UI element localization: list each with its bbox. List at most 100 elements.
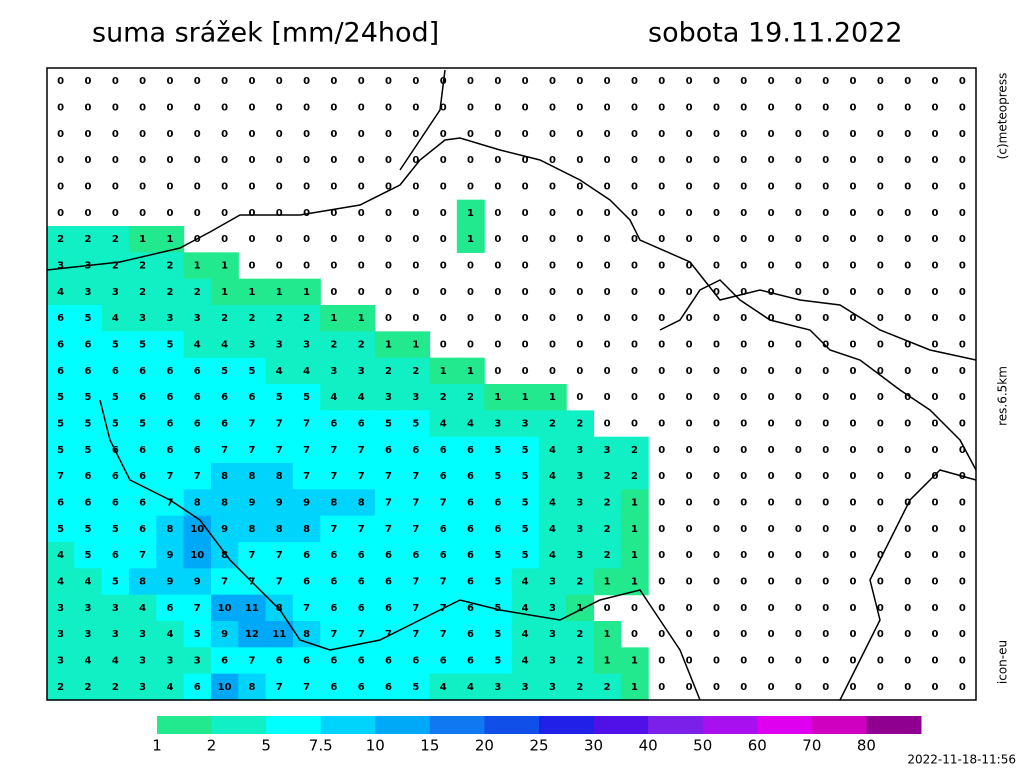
- precip-value: 0: [276, 76, 283, 87]
- precip-value: 0: [658, 445, 665, 456]
- precip-value: 0: [932, 234, 939, 245]
- precip-value: 0: [850, 340, 857, 351]
- date: sobota 19.11.2022: [648, 18, 903, 49]
- precip-value: 0: [959, 629, 966, 640]
- precip-cell: [347, 568, 376, 596]
- precip-value: 0: [904, 76, 911, 87]
- precip-value: 3: [139, 656, 146, 667]
- precip-value: 0: [877, 524, 884, 535]
- precip-value: 0: [576, 287, 583, 298]
- precip-value: 5: [85, 550, 92, 561]
- precip-value: 3: [494, 419, 501, 430]
- precip-value: 0: [768, 366, 775, 377]
- precip-value: 0: [822, 682, 829, 693]
- precip-cell: [292, 594, 321, 622]
- precip-value: 0: [604, 419, 611, 430]
- precip-value: 1: [412, 340, 419, 351]
- precip-value: 1: [549, 392, 556, 403]
- precip-cell: [47, 621, 75, 648]
- precip-value: 6: [440, 550, 447, 561]
- precip-value: 4: [303, 366, 310, 377]
- precip-cell: [374, 594, 403, 622]
- precip-value: 0: [822, 234, 829, 245]
- precip-value: 0: [740, 234, 747, 245]
- precip-value: 6: [330, 603, 337, 614]
- precip-value: 0: [166, 155, 173, 166]
- precip-value: 8: [248, 524, 255, 535]
- precip-value: 1: [358, 313, 365, 324]
- precip-value: 0: [877, 366, 884, 377]
- precip-value: 6: [57, 340, 64, 351]
- precip-value: 0: [494, 287, 501, 298]
- precip-value: 6: [385, 656, 392, 667]
- precip-value: 0: [631, 155, 638, 166]
- precip-value: 0: [549, 313, 556, 324]
- precip-value: 3: [194, 656, 201, 667]
- precip-value: 9: [166, 550, 173, 561]
- precip-value: 0: [686, 524, 693, 535]
- precip-cell: [210, 384, 239, 411]
- precip-value: 5: [494, 471, 501, 482]
- precip-value: 1: [522, 392, 529, 403]
- precip-value: 7: [330, 524, 337, 535]
- precip-cell: [47, 252, 75, 280]
- precip-value: 0: [850, 155, 857, 166]
- precip-value: 0: [658, 155, 665, 166]
- precip-value: 0: [494, 340, 501, 351]
- precip-cell: [593, 621, 622, 648]
- precip-cell: [101, 489, 130, 517]
- precip-cell: [47, 673, 75, 701]
- precip-cell: [484, 489, 513, 517]
- precip-value: 0: [467, 287, 474, 298]
- precip-value: 0: [904, 261, 911, 272]
- precip-value: 7: [358, 445, 365, 456]
- precip-cell: [47, 226, 75, 253]
- precip-value: 1: [221, 287, 228, 298]
- precip-value: 0: [713, 550, 720, 561]
- precip-value: 5: [57, 419, 64, 430]
- precip-value: 0: [686, 340, 693, 351]
- precip-value: 0: [768, 524, 775, 535]
- precip-value: 0: [658, 129, 665, 140]
- precip-cell: [183, 568, 212, 596]
- precip-value: 4: [467, 682, 474, 693]
- precip-value: 2: [194, 287, 201, 298]
- precip-value: 5: [522, 550, 529, 561]
- precip-value: 0: [850, 366, 857, 377]
- precip-value: 0: [822, 129, 829, 140]
- precip-value: 6: [139, 498, 146, 509]
- precip-cell: [210, 673, 239, 701]
- precip-value: 8: [358, 498, 365, 509]
- precip-value: 0: [904, 445, 911, 456]
- precip-value: 0: [686, 76, 693, 87]
- precip-value: 0: [850, 208, 857, 219]
- precip-value: 0: [221, 182, 228, 193]
- precip-cell: [47, 463, 75, 490]
- precip-value: 0: [904, 155, 911, 166]
- precip-value: 0: [850, 445, 857, 456]
- precip-cell: [74, 436, 103, 464]
- precip-value: 6: [358, 550, 365, 561]
- precip-cell: [210, 331, 239, 359]
- precip-cell: [402, 568, 431, 596]
- precip-value: 0: [932, 629, 939, 640]
- precip-value: 2: [549, 419, 556, 430]
- precip-value: 0: [358, 208, 365, 219]
- precip-value: 7: [248, 550, 255, 561]
- precip-value: 7: [276, 550, 283, 561]
- precip-value: 8: [276, 471, 283, 482]
- precip-value: 2: [576, 577, 583, 588]
- precip-value: 0: [822, 287, 829, 298]
- precip-cell: [292, 436, 321, 464]
- precip-cell: [347, 673, 376, 701]
- precip-value: 0: [604, 234, 611, 245]
- resolution: res.6.5km: [996, 366, 1010, 426]
- precip-value: 0: [276, 103, 283, 114]
- precip-value: 0: [850, 524, 857, 535]
- precip-value: 0: [740, 550, 747, 561]
- precip-value: 0: [549, 340, 556, 351]
- precip-value: 6: [194, 366, 201, 377]
- precip-cell: [566, 647, 595, 675]
- precip-cell: [156, 410, 185, 438]
- precip-value: 6: [139, 445, 146, 456]
